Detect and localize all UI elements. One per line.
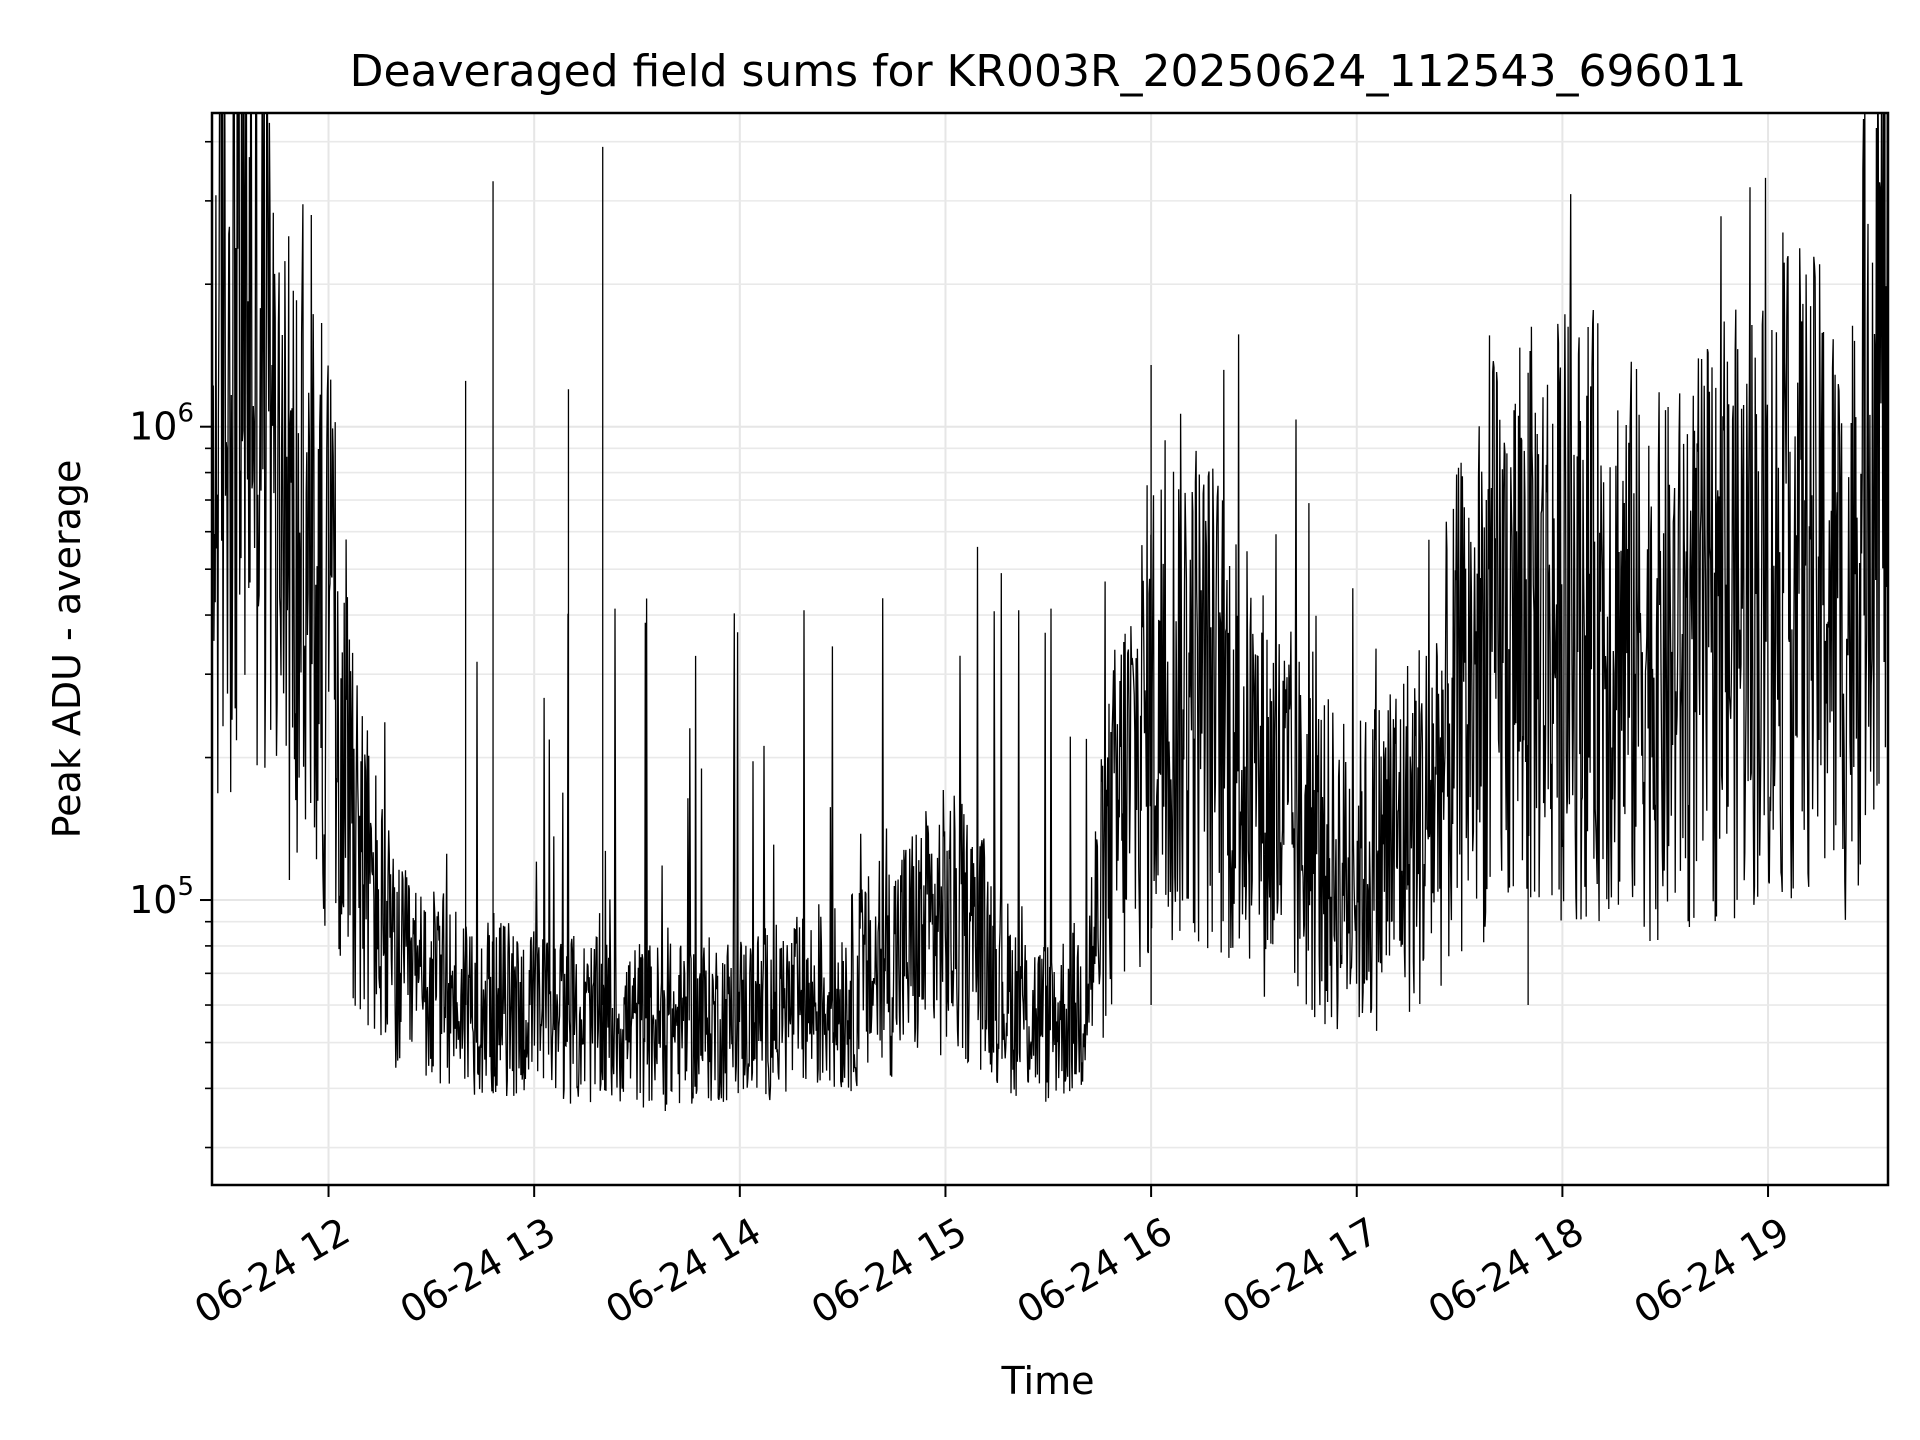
- x-axis-label: Time: [1001, 1359, 1095, 1403]
- series-line: [212, 113, 1888, 1112]
- chart-title: Deaveraged field sums for KR003R_2025062…: [350, 46, 1747, 97]
- plot-area: [212, 113, 1888, 1112]
- plot-frame: [210, 111, 1890, 1187]
- y-tick-label: 106: [129, 399, 194, 449]
- y-tick-label: 105: [129, 872, 194, 922]
- y-axis-label: Peak ADU - average: [45, 460, 89, 839]
